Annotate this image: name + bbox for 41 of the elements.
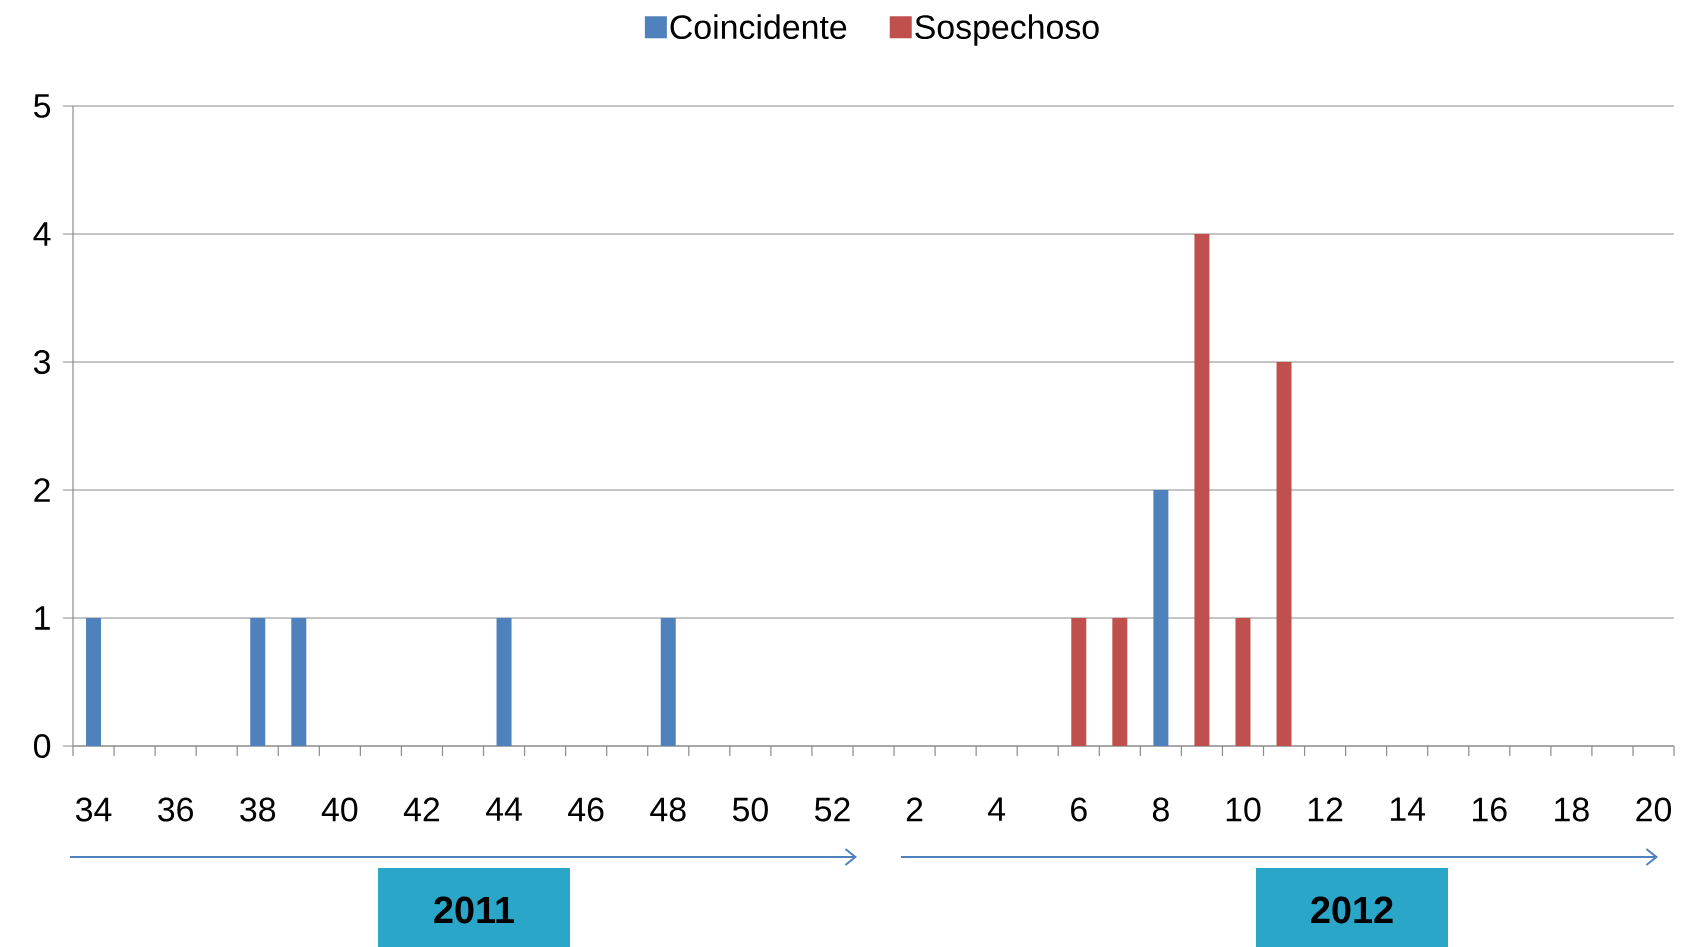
x-tick-label: 12 (1308, 797, 1343, 822)
x-tick-label: 46 (568, 797, 604, 822)
bar (86, 617, 102, 746)
x-tick-label: 48 (650, 797, 686, 822)
x-tick-label: 42 (403, 797, 440, 822)
bar (496, 617, 512, 746)
x-tick-label: 44 (485, 797, 522, 821)
y-tick-label: 4 (33, 222, 51, 246)
x-tick-label: 34 (75, 797, 112, 822)
bar (1235, 617, 1251, 746)
bar (660, 617, 676, 746)
y-tick-label: 3 (33, 350, 50, 374)
bar (291, 617, 307, 746)
x-tick-label: 36 (158, 797, 193, 822)
x-tick-label: 20 (1636, 797, 1672, 822)
bar (1153, 489, 1169, 746)
x-tick-label: 2 (906, 797, 923, 822)
x-tick-label: 50 (732, 797, 768, 822)
x-tick-label: 10 (1226, 797, 1261, 822)
text: 2012 (1311, 896, 1393, 924)
legend-label: Sospechoso (915, 14, 1099, 46)
legend-label: Coincidente (670, 14, 847, 40)
bar (1112, 617, 1128, 746)
x-tick-label: 18 (1555, 797, 1589, 822)
x-tick-label: 6 (1071, 797, 1087, 822)
y-tick-label: 1 (35, 606, 50, 630)
y-tick-label: 5 (34, 94, 51, 118)
y-tick-label: 0 (33, 734, 51, 758)
x-tick-label: 16 (1473, 797, 1507, 822)
x-tick-label: 14 (1390, 797, 1426, 821)
bar (250, 617, 266, 746)
x-tick-label: 52 (814, 797, 850, 822)
x-tick-label: 38 (240, 797, 276, 822)
x-tick-label: 8 (1152, 797, 1169, 822)
y-tick-label: 2 (34, 478, 50, 502)
text: 2011 (434, 896, 515, 924)
x-tick-label: 40 (321, 797, 358, 822)
bar (1276, 361, 1292, 746)
bar (1071, 617, 1087, 746)
x-tick-label: 4 (988, 797, 1006, 821)
bar (1194, 233, 1210, 746)
